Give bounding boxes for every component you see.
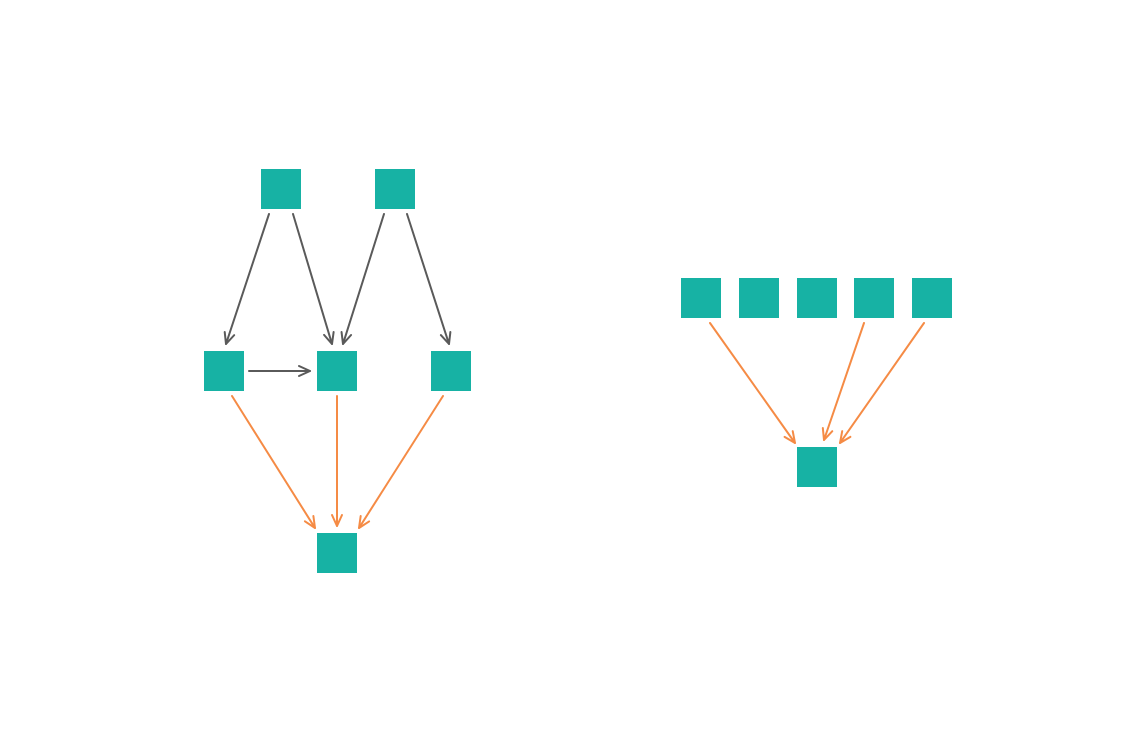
node-L_top_l (261, 169, 301, 209)
left-edge-3 (407, 214, 450, 344)
node-R_top_5 (912, 278, 952, 318)
node-R_bot (797, 447, 837, 487)
node-R_top_1 (681, 278, 721, 318)
node-R_top_2 (739, 278, 779, 318)
left-edge-4 (249, 366, 310, 376)
right-edge-1 (823, 323, 864, 440)
left-edge-0 (225, 214, 269, 344)
node-L_mid_r (431, 351, 471, 391)
left-edge-1 (293, 214, 334, 344)
left-edge-7 (359, 396, 443, 528)
right-edge-0 (710, 323, 795, 443)
node-L_mid_l (204, 351, 244, 391)
node-R_top_4 (854, 278, 894, 318)
node-L_bot (317, 533, 357, 573)
left-edge-2 (342, 214, 384, 344)
node-L_mid_c (317, 351, 357, 391)
left-edge-6 (332, 396, 342, 526)
node-L_top_r (375, 169, 415, 209)
node-R_top_3 (797, 278, 837, 318)
diagram-canvas (0, 0, 1126, 751)
left-edge-5 (232, 396, 315, 528)
right-edge-2 (840, 323, 924, 443)
